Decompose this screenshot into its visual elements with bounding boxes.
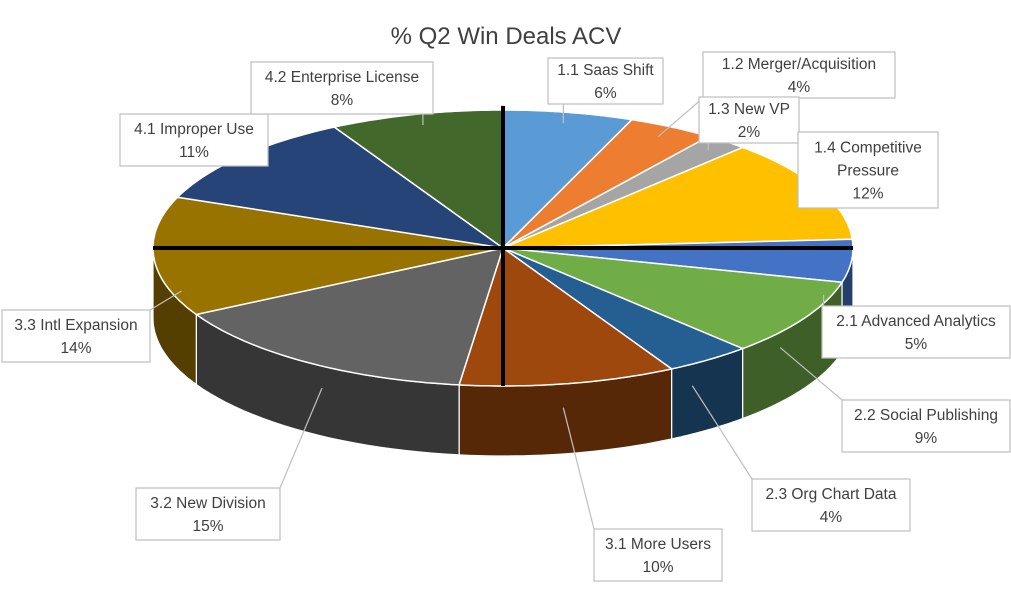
slice-3-1-more-users: [458, 246, 674, 387]
slice-3-2-new-division: [194, 246, 505, 386]
slice-label: 1.3 New VP: [708, 101, 790, 118]
slice-percent: 8%: [331, 92, 354, 109]
leader-line: [149, 290, 182, 311]
slice-3-3-intl-expansion: [152, 196, 504, 316]
slice-1-1-saas-shift: [502, 109, 634, 250]
label-box: [698, 96, 800, 144]
slice-1-2-merger-acquisition: [502, 118, 711, 249]
leader-line: [279, 387, 323, 489]
slice-label: 2.3 Org Chart Data: [766, 486, 897, 503]
label-box: [702, 51, 896, 99]
slice-percent: 11%: [179, 144, 209, 161]
data-label-1-3-new-vp: 1.3 New VP 2%: [698, 96, 800, 151]
slice-label: 1.1 Saas Shift: [557, 62, 654, 79]
label-box: [547, 57, 664, 105]
leader-line: [691, 385, 753, 480]
slice-percent: 9%: [915, 430, 938, 447]
data-label-2-1-advanced-analytics: 2.1 Advanced Analytics 5%: [821, 294, 1011, 359]
slice-label: 1.2 Merger/Acquisition: [722, 56, 876, 73]
label-box: [751, 478, 911, 532]
label-box: [593, 528, 723, 582]
label-box: [119, 113, 269, 167]
leader-line: [657, 97, 704, 138]
data-label-3-2-new-division: 3.2 New Division 15%: [135, 387, 323, 541]
label-box: [821, 305, 1011, 359]
slice-percent: 4%: [820, 509, 843, 526]
data-label-2-3-org-chart-data: 2.3 Org Chart Data 4%: [691, 385, 911, 532]
data-label-3-3-intl-expansion: 3.3 Intl Expansion 14%: [1, 290, 182, 363]
slice-label: Pressure: [837, 163, 899, 180]
label-box: [135, 487, 281, 541]
chart-title: % Q2 Win Deals ACV: [391, 23, 622, 50]
data-label-1-2-merger-acquisition: 1.2 Merger/Acquisition 4%: [657, 51, 896, 138]
slice-percent: 15%: [192, 518, 223, 535]
data-label-4-2-enterprise-license: 4.2 Enterprise License 8%: [250, 61, 434, 126]
slice-label: 3.2 New Division: [150, 495, 265, 512]
leader-line: [779, 347, 843, 401]
slice-percent: 6%: [594, 85, 617, 102]
slice-percent: 2%: [738, 124, 761, 141]
slice-label: 4.2 Enterprise License: [265, 69, 419, 86]
data-label-2-2-social-publishing: 2.2 Social Publishing 9%: [779, 347, 1011, 453]
slice-label: 3.1 More Users: [605, 536, 711, 553]
slice-percent: 5%: [905, 336, 928, 353]
slice-label: 1.4 Competitive: [814, 140, 922, 157]
slice-percent: 12%: [852, 186, 883, 203]
data-label-1-4-competitive-pressure: 1.4 Competitive Pressure 12%: [794, 131, 939, 209]
label-box: [797, 131, 939, 209]
slice-2-2-social-publishing: [502, 247, 844, 350]
label-box: [841, 399, 1011, 453]
data-label-3-1-more-users: 3.1 More Users 10%: [562, 407, 723, 582]
slice-percent: 10%: [642, 559, 673, 576]
slice-label: 4.1 Improper Use: [134, 121, 254, 138]
label-box: [250, 61, 434, 115]
slice-label: 2.1 Advanced Analytics: [836, 313, 996, 330]
leader-line: [562, 407, 595, 530]
slice-2-1-advanced-analytics: [502, 238, 854, 284]
slice-label: 3.3 Intl Expansion: [14, 317, 137, 334]
slice-label: 2.2 Social Publishing: [854, 407, 998, 424]
data-label-1-1-saas-shift: 1.1 Saas Shift 6%: [547, 57, 664, 124]
label-box: [1, 309, 151, 363]
data-label-4-1-improper-use: 4.1 Improper Use 11%: [119, 113, 269, 167]
slice-percent: 14%: [60, 340, 91, 357]
slice-percent: 4%: [788, 79, 811, 96]
slice-2-3-org-chart-data: [502, 247, 745, 370]
